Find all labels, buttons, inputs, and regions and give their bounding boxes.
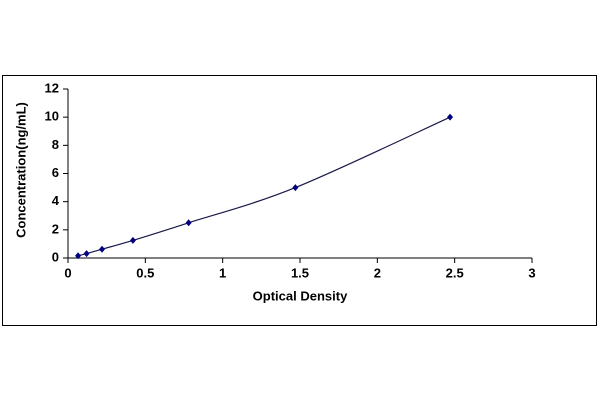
y-tick-label: 2 (52, 221, 59, 236)
data-point (447, 113, 454, 121)
data-point (83, 250, 90, 258)
y-tick-label: 0 (52, 249, 59, 264)
y-tick-label: 10 (45, 109, 59, 124)
data-point (99, 245, 106, 253)
y-tick-label: 8 (52, 137, 59, 152)
data-point (129, 236, 136, 244)
x-tick-label: 2 (374, 265, 381, 280)
x-tick-label: 1.5 (291, 265, 309, 280)
x-tick-label: 3 (528, 265, 535, 280)
x-tick-label: 0 (64, 265, 71, 280)
y-tick-label: 12 (45, 80, 59, 95)
x-tick-label: 1 (219, 265, 226, 280)
data-point (185, 219, 192, 227)
data-point (75, 252, 82, 260)
y-axis-title: Concentration(ng/mL) (13, 102, 28, 238)
x-axis-title: Optical Density (253, 288, 348, 303)
data-point (292, 184, 299, 192)
chart-frame (2, 75, 597, 326)
y-tick-label: 6 (52, 165, 59, 180)
x-tick-label: 0.5 (136, 265, 154, 280)
y-tick-label: 4 (52, 193, 60, 208)
x-tick-label: 2.5 (446, 265, 464, 280)
